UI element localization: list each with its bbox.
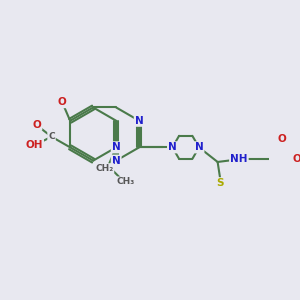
Text: N: N bbox=[112, 156, 121, 166]
Text: N: N bbox=[168, 142, 177, 152]
Text: OH: OH bbox=[26, 140, 43, 150]
Text: N: N bbox=[135, 116, 144, 126]
Text: N: N bbox=[195, 142, 203, 152]
Text: C: C bbox=[48, 132, 55, 141]
Text: O: O bbox=[293, 154, 300, 164]
Text: O: O bbox=[58, 97, 67, 107]
Text: CH₂: CH₂ bbox=[95, 164, 113, 173]
Text: O: O bbox=[277, 134, 286, 144]
Text: O: O bbox=[32, 120, 41, 130]
Text: CH₃: CH₃ bbox=[116, 177, 135, 186]
Text: NH: NH bbox=[230, 154, 247, 164]
Text: S: S bbox=[217, 178, 224, 188]
Text: N: N bbox=[112, 142, 121, 152]
